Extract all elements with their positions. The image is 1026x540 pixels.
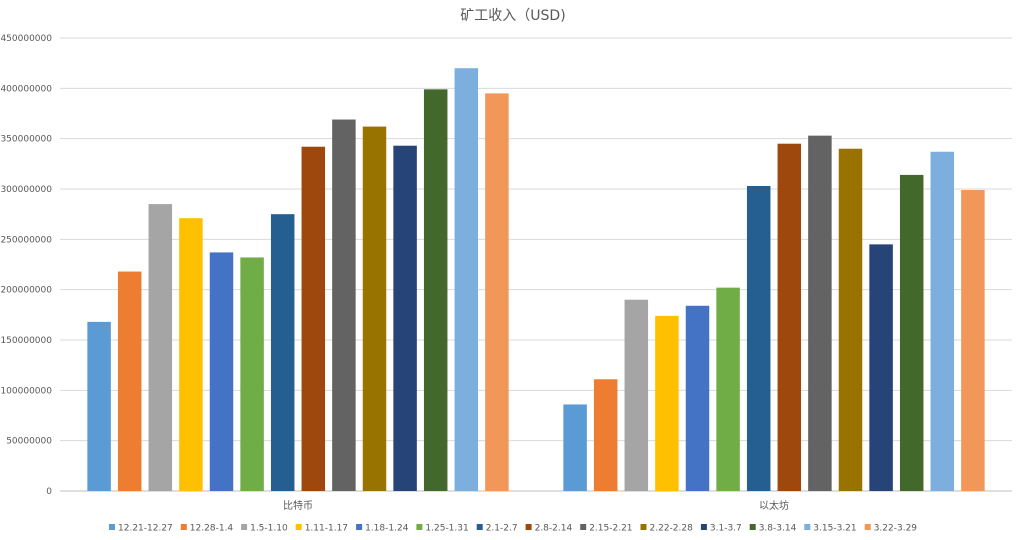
legend-label: 12.28-1.4: [190, 524, 234, 534]
legend-item: 3.15-3.21: [804, 524, 857, 534]
legend-label: 3.15-3.21: [813, 524, 856, 534]
legend-swatch: [476, 524, 483, 530]
legend-swatch: [700, 524, 707, 530]
legend-label: 1.11-1.17: [305, 524, 348, 534]
legend-label: 2.15-2.21: [589, 524, 632, 534]
legend-item: 2.8-2.14: [525, 524, 573, 534]
legend-swatch: [804, 524, 811, 530]
bar: [685, 305, 710, 491]
bar: [209, 252, 234, 491]
legend-swatch: [295, 524, 302, 530]
legend-item: 3.8-3.14: [749, 524, 797, 534]
bar: [423, 89, 448, 491]
bar: [454, 68, 479, 491]
legend-label: 2.1-2.7: [486, 524, 518, 534]
legend-swatch: [241, 524, 248, 530]
bar: [808, 135, 832, 491]
legend-swatch: [109, 524, 115, 530]
bar: [393, 145, 417, 491]
legend-item: 1.5-1.10: [241, 524, 288, 534]
bar: [777, 143, 802, 491]
bar: [716, 287, 740, 491]
y-tick-label: 450000000: [0, 34, 52, 44]
legend-swatch: [640, 524, 647, 530]
legend-label: 1.25-1.31: [425, 524, 468, 534]
legend-item: 2.1-2.7: [476, 524, 518, 534]
legend-swatch: [525, 524, 532, 530]
bar: [746, 185, 771, 492]
legend-item: 3.1-3.7: [700, 524, 742, 534]
bar: [240, 257, 264, 491]
legend-swatch: [356, 524, 363, 530]
category-label: 以太坊: [759, 499, 789, 512]
legend-label: 3.22-3.29: [874, 524, 918, 534]
gridlines: [60, 37, 1012, 492]
legend-item: 1.25-1.31: [416, 524, 469, 534]
legend-item: 1.18-1.24: [356, 524, 409, 534]
bar: [563, 404, 587, 491]
bar: [930, 151, 955, 491]
y-axis-ticks: 0 50000000 100000000 150000000 200000000 2500…: [0, 34, 52, 497]
bar: [838, 148, 863, 492]
y-tick-label: 300000000: [0, 185, 52, 195]
y-tick-label: 200000000: [0, 286, 52, 296]
bar: [593, 379, 618, 491]
y-tick-label: 400000000: [0, 84, 52, 94]
legend-label: 2.22-2.28: [650, 524, 694, 534]
bar: [332, 119, 356, 491]
bar: [899, 174, 924, 491]
legend-label: 2.8-2.14: [535, 524, 573, 534]
legend-label: 1.5-1.10: [250, 524, 288, 534]
y-tick-label: 350000000: [0, 135, 52, 145]
bar: [869, 244, 893, 491]
y-tick-label: 100000000: [0, 386, 52, 396]
bar: [301, 146, 326, 491]
legend-item: 12.28-1.4: [180, 524, 234, 534]
legend-swatch: [864, 524, 871, 530]
legend-label: 3.1-3.7: [710, 524, 742, 534]
y-tick-label: 150000000: [0, 336, 52, 346]
bar: [624, 299, 649, 491]
legend-item: 1.11-1.17: [295, 524, 348, 534]
legend-swatch: [580, 524, 587, 530]
legend-label: 1.18-1.24: [365, 524, 409, 534]
y-tick-label: 0: [46, 487, 52, 497]
bar: [362, 126, 387, 491]
y-tick-label: 50000000: [6, 437, 52, 447]
bar: [961, 190, 985, 491]
bar: [655, 315, 679, 491]
bar: [485, 93, 509, 492]
bar: [87, 321, 111, 491]
legend-item: 3.22-3.29: [864, 524, 918, 534]
bar: [270, 214, 295, 492]
y-tick-label: 250000000: [0, 235, 52, 245]
bar: [179, 218, 203, 491]
legend: 12.21-12.27 12.28-1.4 1.5-1.10 1.11-1.17 1.1…: [109, 524, 917, 534]
category-labels: 比特币 以太坊: [283, 499, 789, 512]
legend-swatch: [749, 524, 756, 530]
legend-item: 12.21-12.27: [109, 524, 173, 534]
legend-swatch: [416, 524, 423, 530]
category-label: 比特币: [283, 500, 313, 512]
legend-item: 2.22-2.28: [640, 524, 694, 534]
bar: [117, 271, 142, 491]
legend-item: 2.15-2.21: [580, 524, 633, 534]
legend-swatch: [180, 524, 187, 530]
chart-title: 矿工收入（USD): [460, 8, 565, 24]
bar: [148, 204, 173, 491]
legend-label: 12.21-12.27: [118, 524, 173, 534]
legend-label: 3.8-3.14: [759, 524, 797, 534]
bars: [87, 68, 985, 492]
